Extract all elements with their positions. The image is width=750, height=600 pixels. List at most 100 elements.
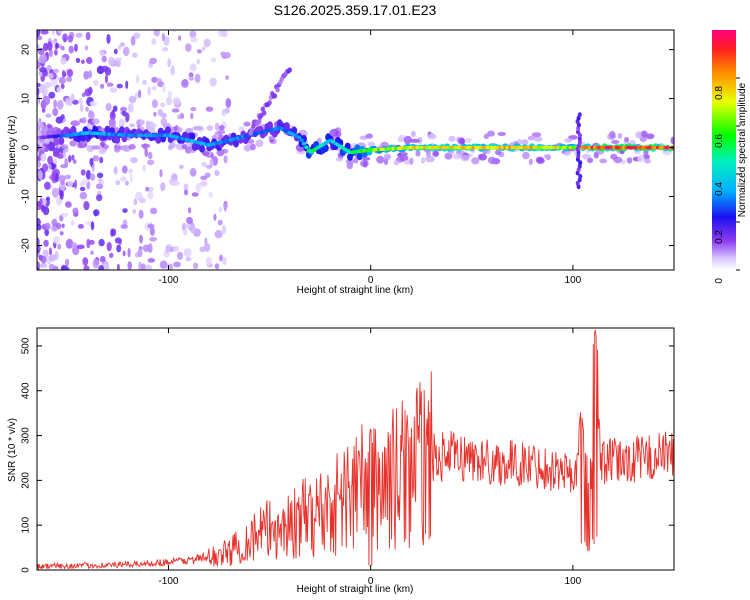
noise-blob [92,118,100,125]
noise-blob [40,152,47,162]
noise-blob [83,70,90,80]
noise-blob [93,209,100,217]
noise-blob [128,95,137,104]
noise-blob [119,106,128,112]
noise-blob [114,57,122,62]
noise-blob [217,219,223,226]
snr-panel: -100 0 100 0 100 200 300 400 500 Height of strai… [7,327,675,595]
noise-blob [37,35,43,41]
band-halo [527,135,535,141]
band-halo [329,128,339,137]
noise-blob [149,57,158,65]
band-halo [409,157,414,165]
band-halo [609,130,616,139]
noise-blob [223,155,228,164]
ridge-outer [118,126,125,135]
band-halo [531,132,542,138]
band-halo [670,136,674,145]
x-tick-label: 100 [565,576,582,587]
noise-blob [160,182,166,192]
ridge-outer [267,121,273,130]
noise-blob [221,108,227,117]
rising-branch-blob [287,67,292,73]
noise-blob [147,186,154,193]
colorbar-tick-label: 0.8 [714,86,725,100]
noise-blob [39,53,48,64]
band-halo [644,158,651,164]
ridge-outer [155,135,162,144]
noise-blob [74,179,78,189]
noise-blob [99,50,105,57]
band-halo [243,121,251,127]
rising-branch-blob [262,110,267,116]
noise-blob [147,86,151,96]
noise-blob [147,151,153,160]
noise-blob [71,154,75,161]
noise-blob [196,49,202,54]
band-halo [335,157,344,162]
noise-blob [147,258,155,263]
noise-blob [185,43,192,52]
band-halo [367,141,376,147]
noise-blob [222,256,227,266]
band-halo [611,140,620,144]
noise-blob [37,82,41,88]
noise-blob [84,45,88,51]
y-tick-label: 20 [21,44,32,56]
band-halo [432,150,439,157]
band-halo [420,157,425,164]
rising-branch-blob [272,93,278,99]
snr-content [37,329,674,570]
noise-blob [160,102,166,108]
vertical-streak-blob [578,173,583,179]
ridge-outer [356,152,363,161]
noise-blob [50,225,58,232]
band-halo [641,130,648,138]
noise-blob [137,249,143,258]
ridge-core [304,145,309,149]
noise-blob [65,238,74,249]
noise-blob [151,99,158,109]
band-halo [427,134,437,140]
noise-blob [85,106,89,112]
noise-blob [85,31,91,41]
noise-blob [70,93,75,102]
noise-blob [56,99,64,110]
noise-blob [156,78,162,83]
noise-blob [60,212,69,218]
noise-blob [147,159,155,166]
band-halo [167,145,173,151]
y-tick-label: 200 [21,472,32,489]
noise-blob [188,76,195,81]
noise-blob [183,248,192,257]
ridge-core [301,141,307,146]
figure-title: S126.2025.359.17.01.E23 [274,2,437,18]
band-halo [520,139,529,146]
noise-blob [122,208,128,214]
noise-blob [53,99,58,109]
noise-blob [138,89,142,99]
noise-blob [190,112,194,120]
noise-blob [149,237,158,242]
y-tick-label: -10 [21,189,32,204]
ridge-outer [58,137,65,145]
noise-blob [139,234,143,244]
noise-blob [42,163,49,172]
band-halo [635,131,644,139]
noise-blob [51,30,55,36]
noise-blob [147,191,154,200]
noise-blob [98,238,105,247]
noise-blob [144,148,148,158]
band-halo [243,144,252,152]
band-halo [458,137,465,145]
band-halo [140,143,151,149]
noise-blob [172,180,180,187]
band-halo [218,125,225,131]
ridge-core [299,138,304,142]
noise-blob [44,181,51,190]
noise-blob [58,44,62,49]
ridge-core [296,135,302,140]
noise-blob [57,30,63,34]
noise-blob [47,155,53,165]
noise-blob [52,107,59,117]
